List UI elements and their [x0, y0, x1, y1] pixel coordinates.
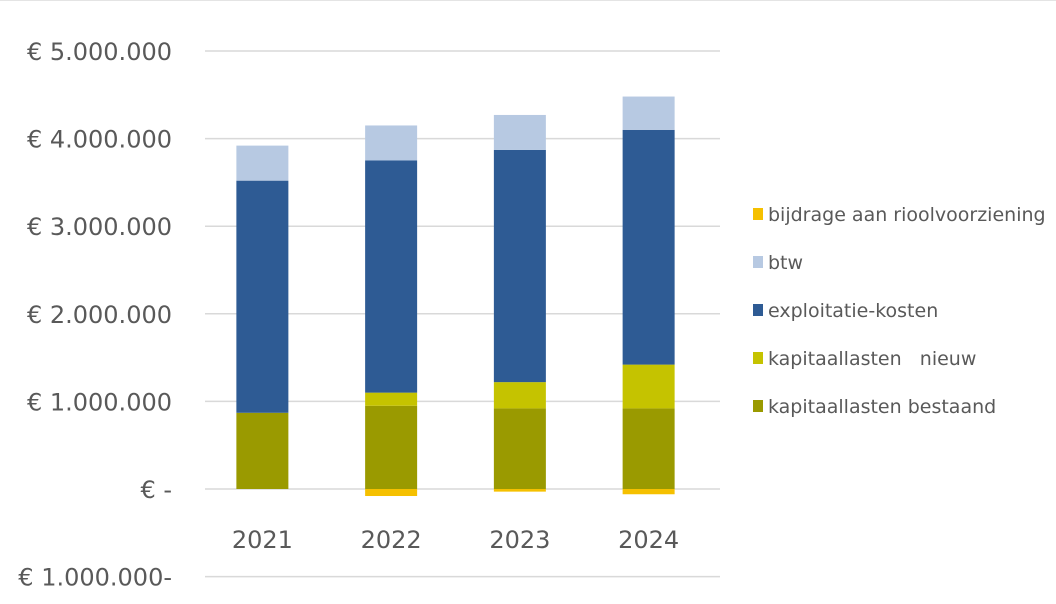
bars: [236, 96, 675, 497]
bar-segment-kapitaallasten-bestaand-2022: [365, 405, 418, 489]
y-tick-label: € 3.000.000: [27, 213, 172, 241]
x-category-label: 2023: [489, 526, 550, 554]
bar-segment-btw-2021: [236, 145, 289, 181]
bar-segment-bijdrage-aan-rioolvoorziening-2024: [622, 489, 675, 495]
x-category-label: 2022: [361, 526, 422, 554]
legend: bijdrage aan rioolvoorziening btw exploita…: [753, 204, 1046, 418]
x-category-label: 2024: [618, 526, 679, 554]
y-tick-label: € 5.000.000: [27, 38, 172, 66]
bar-segment-exploitatie-kosten-2022: [365, 160, 418, 393]
legend-swatch: [753, 400, 763, 412]
y-tick-label: € 2.000.000: [27, 301, 172, 329]
bar-segment-exploitatie-kosten-2021: [236, 180, 289, 413]
gridlines: [205, 50, 720, 578]
bar-segment-btw-2022: [365, 125, 418, 161]
y-tick-label: € -: [140, 476, 172, 504]
x-axis-category-labels: 2021 2022 2023 2024: [232, 526, 679, 554]
bar-segment-kapitaallasten-bestaand-2021: [236, 412, 289, 489]
y-tick-label: € 1.000.000-: [18, 564, 172, 592]
y-tick-label: € 4.000.000: [27, 126, 172, 154]
bar-segment-exploitatie-kosten-2024: [622, 129, 675, 365]
y-tick-label: € 1.000.000: [27, 388, 172, 416]
legend-swatch: [753, 304, 763, 316]
bar-segment-kapitaallasten-nieuw-2023: [493, 382, 546, 409]
bar-segment-exploitatie-kosten-2023: [493, 149, 546, 383]
bar-segment-kapitaallasten-bestaand-2024: [622, 408, 675, 489]
legend-swatch: [753, 352, 763, 364]
legend-label: bijdrage aan rioolvoorziening: [768, 204, 1046, 226]
legend-label: exploitatie-kosten: [768, 300, 938, 322]
legend-label: kapitaallasten nieuw: [768, 348, 976, 370]
bar-segment-btw-2024: [622, 96, 675, 130]
bar-segment-bijdrage-aan-rioolvoorziening-2022: [365, 489, 418, 497]
legend-swatch: [753, 208, 763, 220]
bar-segment-kapitaallasten-nieuw-2024: [622, 364, 675, 409]
bar-segment-bijdrage-aan-rioolvoorziening-2023: [493, 489, 546, 492]
legend-label: btw: [768, 252, 803, 274]
legend-swatch: [753, 256, 763, 268]
legend-label: kapitaallasten bestaand: [768, 396, 996, 418]
y-axis-tick-labels: € 5.000.000 € 4.000.000 € 3.000.000 € 2.000…: [18, 38, 172, 592]
bar-segment-kapitaallasten-nieuw-2022: [365, 392, 418, 406]
bar-segment-btw-2023: [493, 114, 546, 150]
bar-segment-kapitaallasten-bestaand-2023: [493, 408, 546, 489]
x-category-label: 2021: [232, 526, 293, 554]
